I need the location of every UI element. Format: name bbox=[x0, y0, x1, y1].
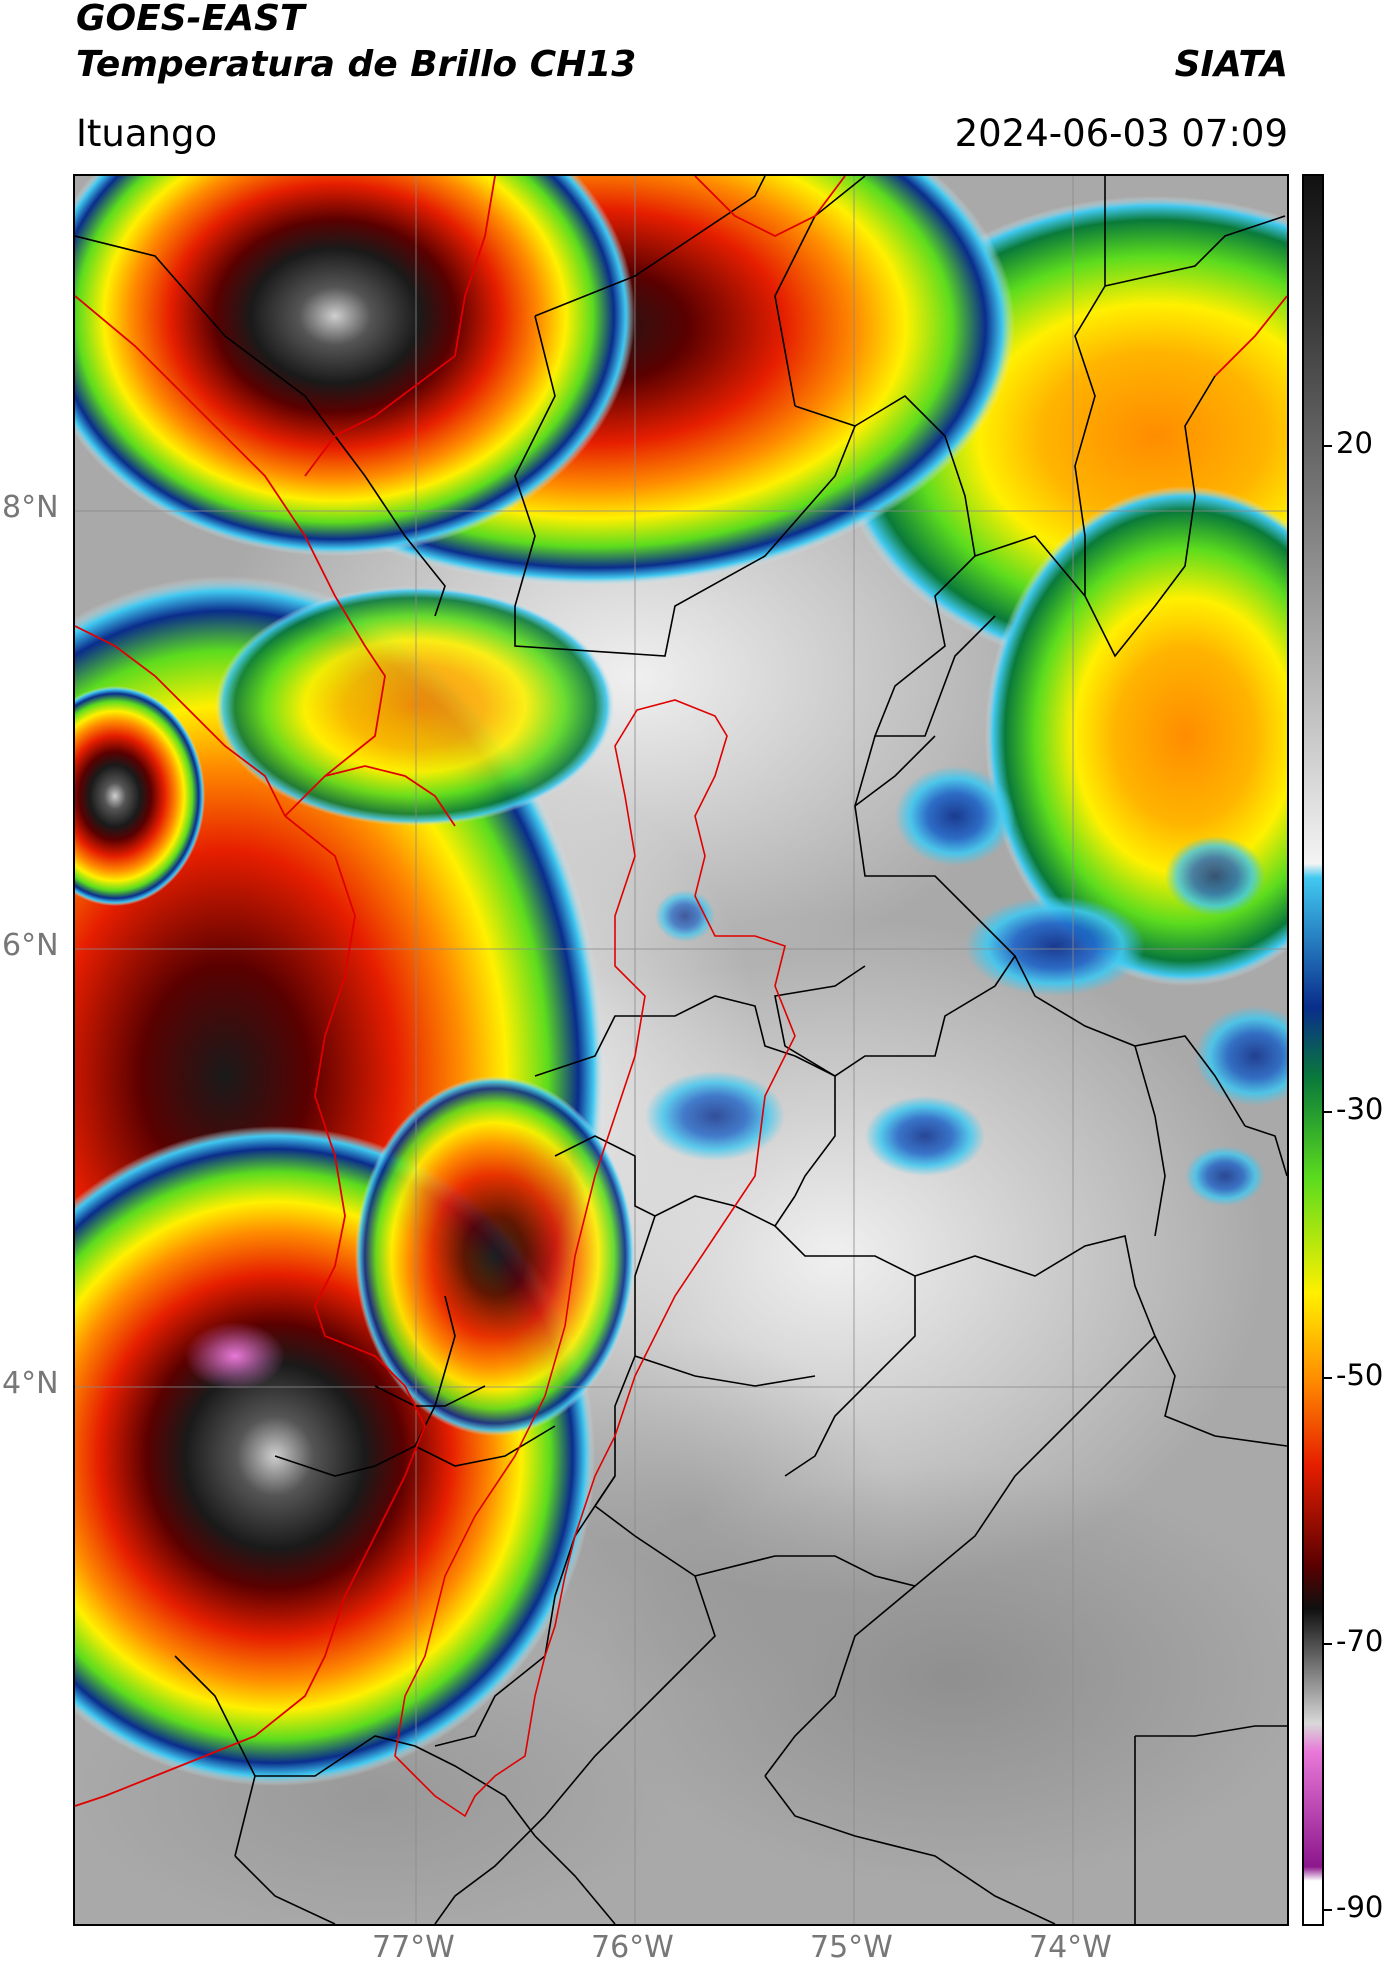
lat-label-8n: 8°N bbox=[2, 490, 59, 525]
colorbar-tick-20 bbox=[1324, 445, 1332, 447]
datetime-label: 2024-06-03 07:09 bbox=[954, 112, 1288, 155]
map-canvas bbox=[75, 176, 1287, 1924]
colorbar-tick-minus50 bbox=[1324, 1377, 1332, 1379]
lon-label-77w: 77°W bbox=[372, 1930, 455, 1965]
satellite-map[interactable] bbox=[73, 174, 1289, 1926]
colorbar bbox=[1302, 174, 1324, 1926]
cloud-cell-g bbox=[1165, 836, 1265, 916]
cloud-system-northwest bbox=[75, 176, 635, 556]
cloud-cell-a bbox=[895, 766, 1015, 866]
cool-land-south bbox=[495, 1336, 895, 1696]
coldest-top-magenta bbox=[185, 1322, 285, 1390]
lat-label-6n: 6°N bbox=[2, 928, 59, 963]
colorbar-label-minus30: -30 bbox=[1336, 1092, 1384, 1126]
cloud-cell-west-edge bbox=[75, 686, 205, 906]
cloud-cell-d bbox=[645, 1071, 785, 1161]
cloud-cell-f bbox=[1185, 1146, 1265, 1206]
cloud-cell-b bbox=[965, 896, 1145, 996]
cloud-cell-uraba bbox=[215, 586, 615, 826]
country-borders bbox=[75, 176, 1287, 1807]
admin-borders bbox=[75, 176, 1287, 1924]
colorbar-label-minus50: -50 bbox=[1336, 1358, 1384, 1392]
product-title: Temperatura de Brillo CH13 bbox=[76, 44, 637, 85]
lat-label-4n: 4°N bbox=[2, 1366, 59, 1401]
lon-label-74w: 74°W bbox=[1029, 1930, 1112, 1965]
cloud-cell-h bbox=[655, 890, 715, 942]
colorbar-tick-minus70 bbox=[1324, 1643, 1332, 1645]
lon-label-75w: 75°W bbox=[810, 1930, 893, 1965]
location-label: Ituango bbox=[76, 112, 218, 155]
cloud-cell-coast bbox=[355, 1076, 635, 1436]
cloud-cell-c bbox=[865, 1096, 985, 1176]
satellite-title: GOES-EAST bbox=[76, 0, 305, 39]
lon-label-76w: 76°W bbox=[591, 1930, 674, 1965]
graticule bbox=[75, 176, 1287, 1924]
colorbar-tick-minus90 bbox=[1324, 1909, 1332, 1911]
colorbar-label-minus70: -70 bbox=[1336, 1624, 1384, 1658]
agency-label: SIATA bbox=[1174, 44, 1288, 85]
basin-outline bbox=[394, 699, 796, 1818]
colorbar-label-minus90: -90 bbox=[1336, 1890, 1384, 1924]
colorbar-tick-minus30 bbox=[1324, 1111, 1332, 1113]
colorbar-label-20: 20 bbox=[1336, 426, 1373, 460]
